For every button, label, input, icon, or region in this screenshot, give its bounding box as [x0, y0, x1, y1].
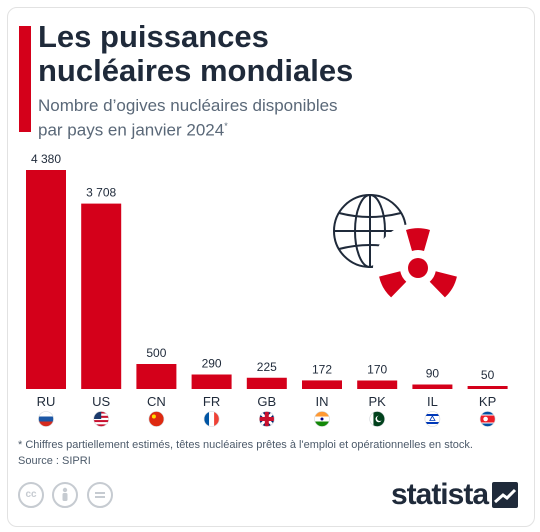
title-accent-bar	[19, 26, 31, 132]
brand-name: statista	[390, 478, 489, 511]
flag-us-icon	[93, 411, 109, 427]
bar-in	[302, 380, 342, 389]
value-label-in: 172	[312, 362, 332, 376]
flag-group	[38, 411, 496, 427]
bar-fr	[191, 374, 232, 389]
statista-logo[interactable]: statista	[391, 478, 518, 512]
value-label-cn: 500	[146, 346, 166, 360]
no-derivatives-icon[interactable]	[86, 482, 113, 508]
value-label-gb: 225	[257, 360, 277, 374]
value-label-kp: 50	[481, 368, 495, 382]
bar-gb	[246, 377, 287, 389]
bar-pk	[357, 380, 398, 389]
chart-subtitle-line-1: Nombre d’ogives nucléaires disponibles	[38, 96, 338, 115]
license-icons: cc	[18, 482, 117, 508]
flag-ru-icon	[38, 411, 54, 427]
category-label-ru: RU	[37, 394, 56, 409]
bar-group: 4 380 RU 3 708 US 500 CN 290 FR 225 GB 172 IN 170 PK 9…	[26, 152, 508, 409]
footnote-text: * Chiffres partiellement estimés, têtes …	[18, 439, 473, 451]
category-label-in: IN	[316, 394, 329, 409]
category-label-pk: PK	[369, 394, 387, 409]
chart-title: Les puissances nucléaires mondiales	[38, 20, 398, 88]
category-label-il: IL	[427, 394, 438, 409]
category-label-cn: CN	[147, 394, 166, 409]
flag-cn-icon	[148, 411, 165, 427]
source-text: Source : SIPRI	[18, 455, 91, 467]
footnote: * Chiffres partiellement estimés, têtes …	[18, 437, 518, 469]
value-label-pk: 170	[367, 363, 387, 377]
chart-subtitle-line-2: par pays en janvier 2024*	[38, 116, 378, 141]
attribution-icon[interactable]	[52, 482, 79, 508]
chart-subtitle-line-2-text: par pays en janvier 2024	[38, 120, 225, 140]
bar-cn	[136, 364, 177, 389]
value-label-us: 3 708	[86, 186, 116, 200]
flag-pk-icon	[369, 411, 386, 427]
bar-il	[412, 384, 453, 389]
category-label-gb: GB	[257, 394, 276, 409]
chart-title-line-1: Les puissances	[38, 19, 269, 54]
category-label-kp: KP	[479, 394, 496, 409]
value-label-ru: 4 380	[31, 152, 61, 166]
chart-title-line-2: nucléaires mondiales	[38, 53, 354, 88]
value-label-il: 90	[426, 367, 440, 381]
bar-ru	[26, 170, 66, 389]
category-label-fr: FR	[203, 394, 220, 409]
creative-commons-icon[interactable]: cc	[18, 482, 44, 508]
value-label-fr: 290	[202, 357, 222, 371]
chart-subtitle: Nombre d’ogives nucléaires disponibles p…	[38, 96, 378, 141]
flag-kp-icon	[479, 411, 496, 427]
flag-il-icon	[424, 411, 441, 427]
statista-logo-icon	[492, 482, 518, 508]
radiation-icon	[373, 223, 463, 313]
category-label-us: US	[92, 394, 110, 409]
flag-fr-icon	[203, 411, 220, 427]
bar-kp	[467, 386, 508, 389]
flag-gb-icon	[258, 411, 275, 427]
bar-us	[81, 203, 122, 389]
flag-in-icon	[314, 411, 330, 427]
footnote-mark: *	[224, 121, 228, 131]
